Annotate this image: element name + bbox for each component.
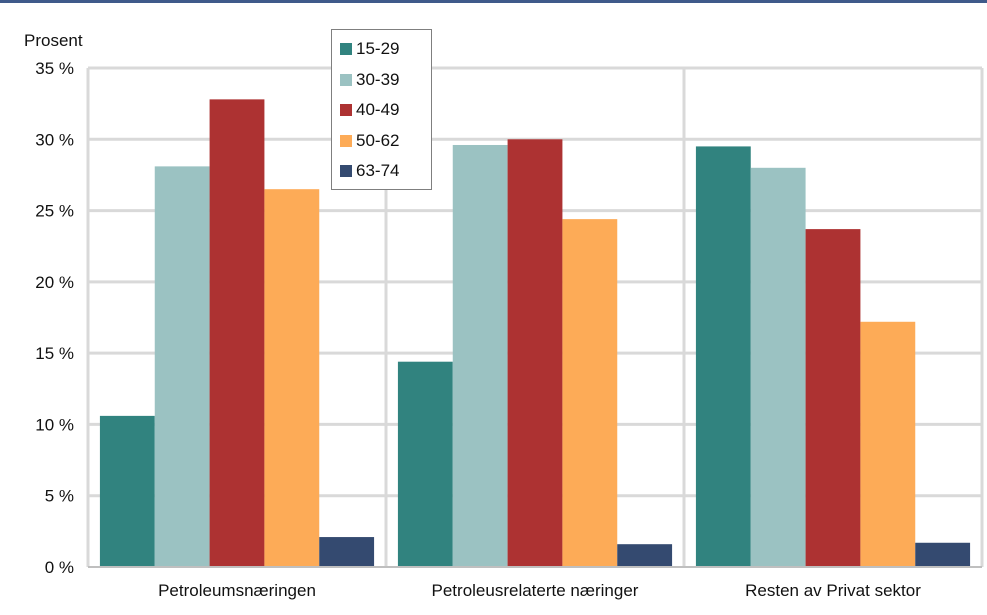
y-tick-label: 20 % <box>35 273 74 292</box>
y-tick-label: 15 % <box>35 344 74 363</box>
bar-15-29-0 <box>99 415 155 567</box>
x-tick-label: Petroleusrelaterte næringer <box>432 581 639 600</box>
bar-63-74-1 <box>617 544 673 567</box>
y-tick-label: 10 % <box>35 415 74 434</box>
bar-50-62-0 <box>264 189 320 567</box>
bar-30-39-0 <box>154 166 210 568</box>
bar-40-49-0 <box>209 99 265 567</box>
legend-item: 40-49 <box>340 95 431 126</box>
legend-label: 30-39 <box>356 69 400 89</box>
legend-swatch <box>340 73 352 86</box>
legend-swatch <box>340 165 352 178</box>
legend-item: 15-29 <box>340 34 431 65</box>
top-rule <box>0 0 987 3</box>
y-tick-label: 35 % <box>35 59 74 78</box>
y-tick-label: 30 % <box>35 130 74 149</box>
legend-item: 50-62 <box>340 126 431 157</box>
bar-40-49-1 <box>507 139 563 568</box>
bar-30-39-1 <box>452 144 508 567</box>
legend-label: 40-49 <box>356 100 400 120</box>
legend-label: 63-74 <box>356 161 400 181</box>
legend-label: 50-62 <box>356 130 400 150</box>
bar-30-39-2 <box>750 167 806 568</box>
legend-swatch <box>340 104 352 117</box>
bar-15-29-2 <box>695 146 751 567</box>
bar-15-29-1 <box>397 361 453 567</box>
x-tick-label: Petroleumsnæringen <box>158 581 316 600</box>
legend-item: 30-39 <box>340 65 431 96</box>
legend-item: 63-74 <box>340 156 431 187</box>
y-tick-label: 5 % <box>45 487 74 506</box>
y-tick-label: 25 % <box>35 202 74 221</box>
bar-50-62-1 <box>562 219 618 567</box>
x-tick-label: Resten av Privat sektor <box>745 581 921 600</box>
y-axis-label: Prosent <box>24 31 83 50</box>
bar-50-62-2 <box>860 321 916 567</box>
chart-legend: 15-29 30-39 40-49 50-62 63-74 <box>331 29 432 190</box>
legend-swatch <box>340 43 352 56</box>
bar-63-74-0 <box>319 537 375 567</box>
legend-label: 15-29 <box>356 39 400 59</box>
bar-40-49-2 <box>805 229 861 567</box>
legend-swatch <box>340 134 352 147</box>
bar-63-74-2 <box>915 542 971 567</box>
y-tick-label: 0 % <box>45 558 74 577</box>
